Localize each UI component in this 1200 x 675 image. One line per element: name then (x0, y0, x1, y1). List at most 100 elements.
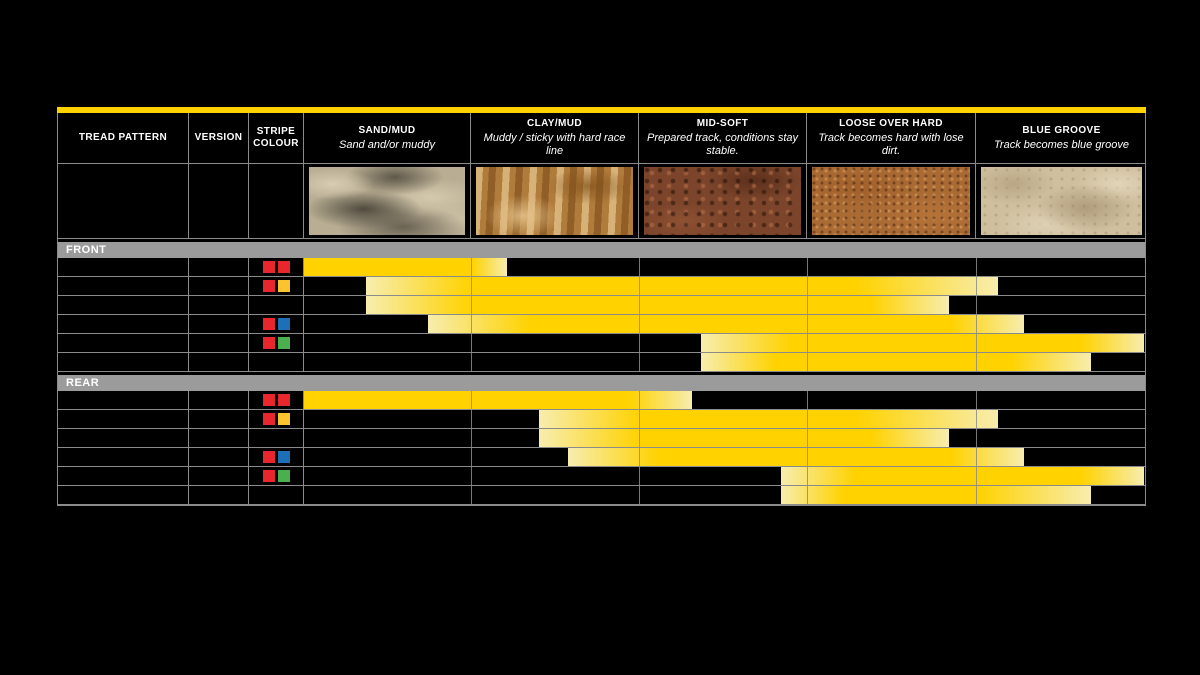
tread-pattern-cell (58, 410, 189, 428)
column-title: TREAD PATTERN (78, 132, 168, 143)
terrain-photo-sand (309, 167, 465, 235)
column-subtitle: Track becomes blue groove (994, 138, 1129, 151)
suitability-range-bar (428, 315, 1024, 333)
empty-cell (249, 164, 304, 238)
stripe-colour-cell (249, 353, 304, 371)
version-cell (189, 429, 249, 447)
suitability-range-bar (701, 353, 1091, 371)
stripe-swatch-red (262, 337, 275, 349)
version-cell (189, 448, 249, 466)
stripe-colour-cell (249, 410, 304, 428)
column-subtitle: Muddy / sticky with hard race line (483, 132, 626, 157)
column-title: BLUE GROOVE (1022, 124, 1101, 136)
suitability-range-bar (568, 448, 1024, 466)
version-cell (189, 391, 249, 409)
stripe-swatch-green (277, 470, 290, 482)
suitability-range-bar (701, 334, 1144, 352)
tread-pattern-cell (58, 315, 189, 333)
stripe-swatch-red (262, 451, 275, 463)
stripe-swatch-red (277, 261, 290, 273)
suitability-range-bar (304, 391, 692, 409)
suitability-track (304, 353, 1145, 371)
terrain-photo-midsoft (644, 167, 801, 235)
terrain-photo-blue (981, 167, 1142, 235)
tyre-row (58, 315, 1145, 334)
suitability-range-bar (781, 467, 1144, 485)
stripe-swatch-red (262, 470, 275, 482)
version-cell (189, 467, 249, 485)
tread-pattern-cell (58, 486, 189, 504)
stripe-swatch-red (262, 280, 275, 292)
section-label: REAR (66, 377, 100, 389)
column-title: SAND/MUD (358, 124, 416, 136)
suitability-track (304, 296, 1145, 314)
section-label: FRONT (66, 244, 107, 256)
suitability-range-bar (539, 410, 998, 428)
column-subtitle: Track becomes hard with lose dirt. (818, 132, 964, 157)
stripe-colour-cell (249, 258, 304, 276)
tread-pattern-cell (58, 448, 189, 466)
column-title: STRIPE COLOUR (253, 126, 299, 149)
suitability-track (304, 486, 1145, 504)
suitability-track (304, 429, 1145, 447)
version-cell (189, 277, 249, 295)
column-header-cell: CLAY/MUD Muddy / sticky with hard race l… (471, 113, 639, 163)
terrain-photo-cell (807, 164, 976, 238)
terrain-photo-cell (471, 164, 639, 238)
section-gap (58, 239, 1145, 242)
section-gap (58, 372, 1145, 375)
tyre-row (58, 296, 1145, 315)
tread-pattern-cell (58, 353, 189, 371)
column-header-cell: STRIPE COLOUR (249, 113, 304, 163)
tyre-row (58, 258, 1145, 277)
empty-cell (58, 164, 189, 238)
suitability-range-bar (304, 258, 507, 276)
stripe-colour-cell (249, 467, 304, 485)
stripe-colour-cell (249, 486, 304, 504)
stripe-colour-cell (249, 277, 304, 295)
column-title: CLAY/MUD (526, 118, 583, 129)
stripe-swatch-red (262, 394, 275, 406)
tyre-application-chart: TREAD PATTERN VERSION STRIPE COLOUR SAND… (57, 107, 1146, 506)
header-row: TREAD PATTERN VERSION STRIPE COLOUR SAND… (58, 113, 1145, 164)
empty-cell (189, 164, 249, 238)
stripe-swatch-blue (277, 451, 290, 463)
stripe-colour-cell (249, 429, 304, 447)
chart-sections: FRONT (58, 239, 1145, 505)
stripe-swatch-red (277, 394, 290, 406)
stripe-swatch-red (262, 261, 275, 273)
suitability-range-bar (539, 429, 949, 447)
tyre-row (58, 277, 1145, 296)
column-header-cell: LOOSE OVER HARD Track becomes hard with … (807, 113, 976, 163)
tyre-row (58, 467, 1145, 486)
stripe-swatch-red (262, 413, 275, 425)
version-cell (189, 315, 249, 333)
terrain-photo-row (58, 164, 1145, 239)
tyre-row (58, 410, 1145, 429)
column-header-cell: VERSION (189, 113, 249, 163)
column-header-cell: BLUE GROOVE Track becomes blue groove (976, 113, 1147, 163)
suitability-track (304, 334, 1145, 352)
tread-pattern-cell (58, 277, 189, 295)
column-title: LOOSE OVER HARD (839, 118, 943, 129)
tyre-row (58, 448, 1145, 467)
suitability-track (304, 391, 1145, 409)
column-title: MID-SOFT (696, 118, 749, 129)
tyre-row (58, 334, 1145, 353)
column-subtitle: Prepared track, conditions stay stable. (646, 132, 799, 157)
version-cell (189, 296, 249, 314)
tread-pattern-cell (58, 467, 189, 485)
suitability-range-bar (366, 277, 998, 295)
suitability-range-bar (366, 296, 949, 314)
suitability-track (304, 467, 1145, 485)
terrain-photo-clay (476, 167, 633, 235)
tread-pattern-cell (58, 296, 189, 314)
tyre-row (58, 429, 1145, 448)
stripe-colour-cell (249, 448, 304, 466)
suitability-track (304, 277, 1145, 295)
tread-pattern-cell (58, 334, 189, 352)
terrain-photo-cell (304, 164, 471, 238)
stripe-swatch-yellow (277, 413, 290, 425)
section-header-bar: FRONT (58, 242, 1145, 258)
